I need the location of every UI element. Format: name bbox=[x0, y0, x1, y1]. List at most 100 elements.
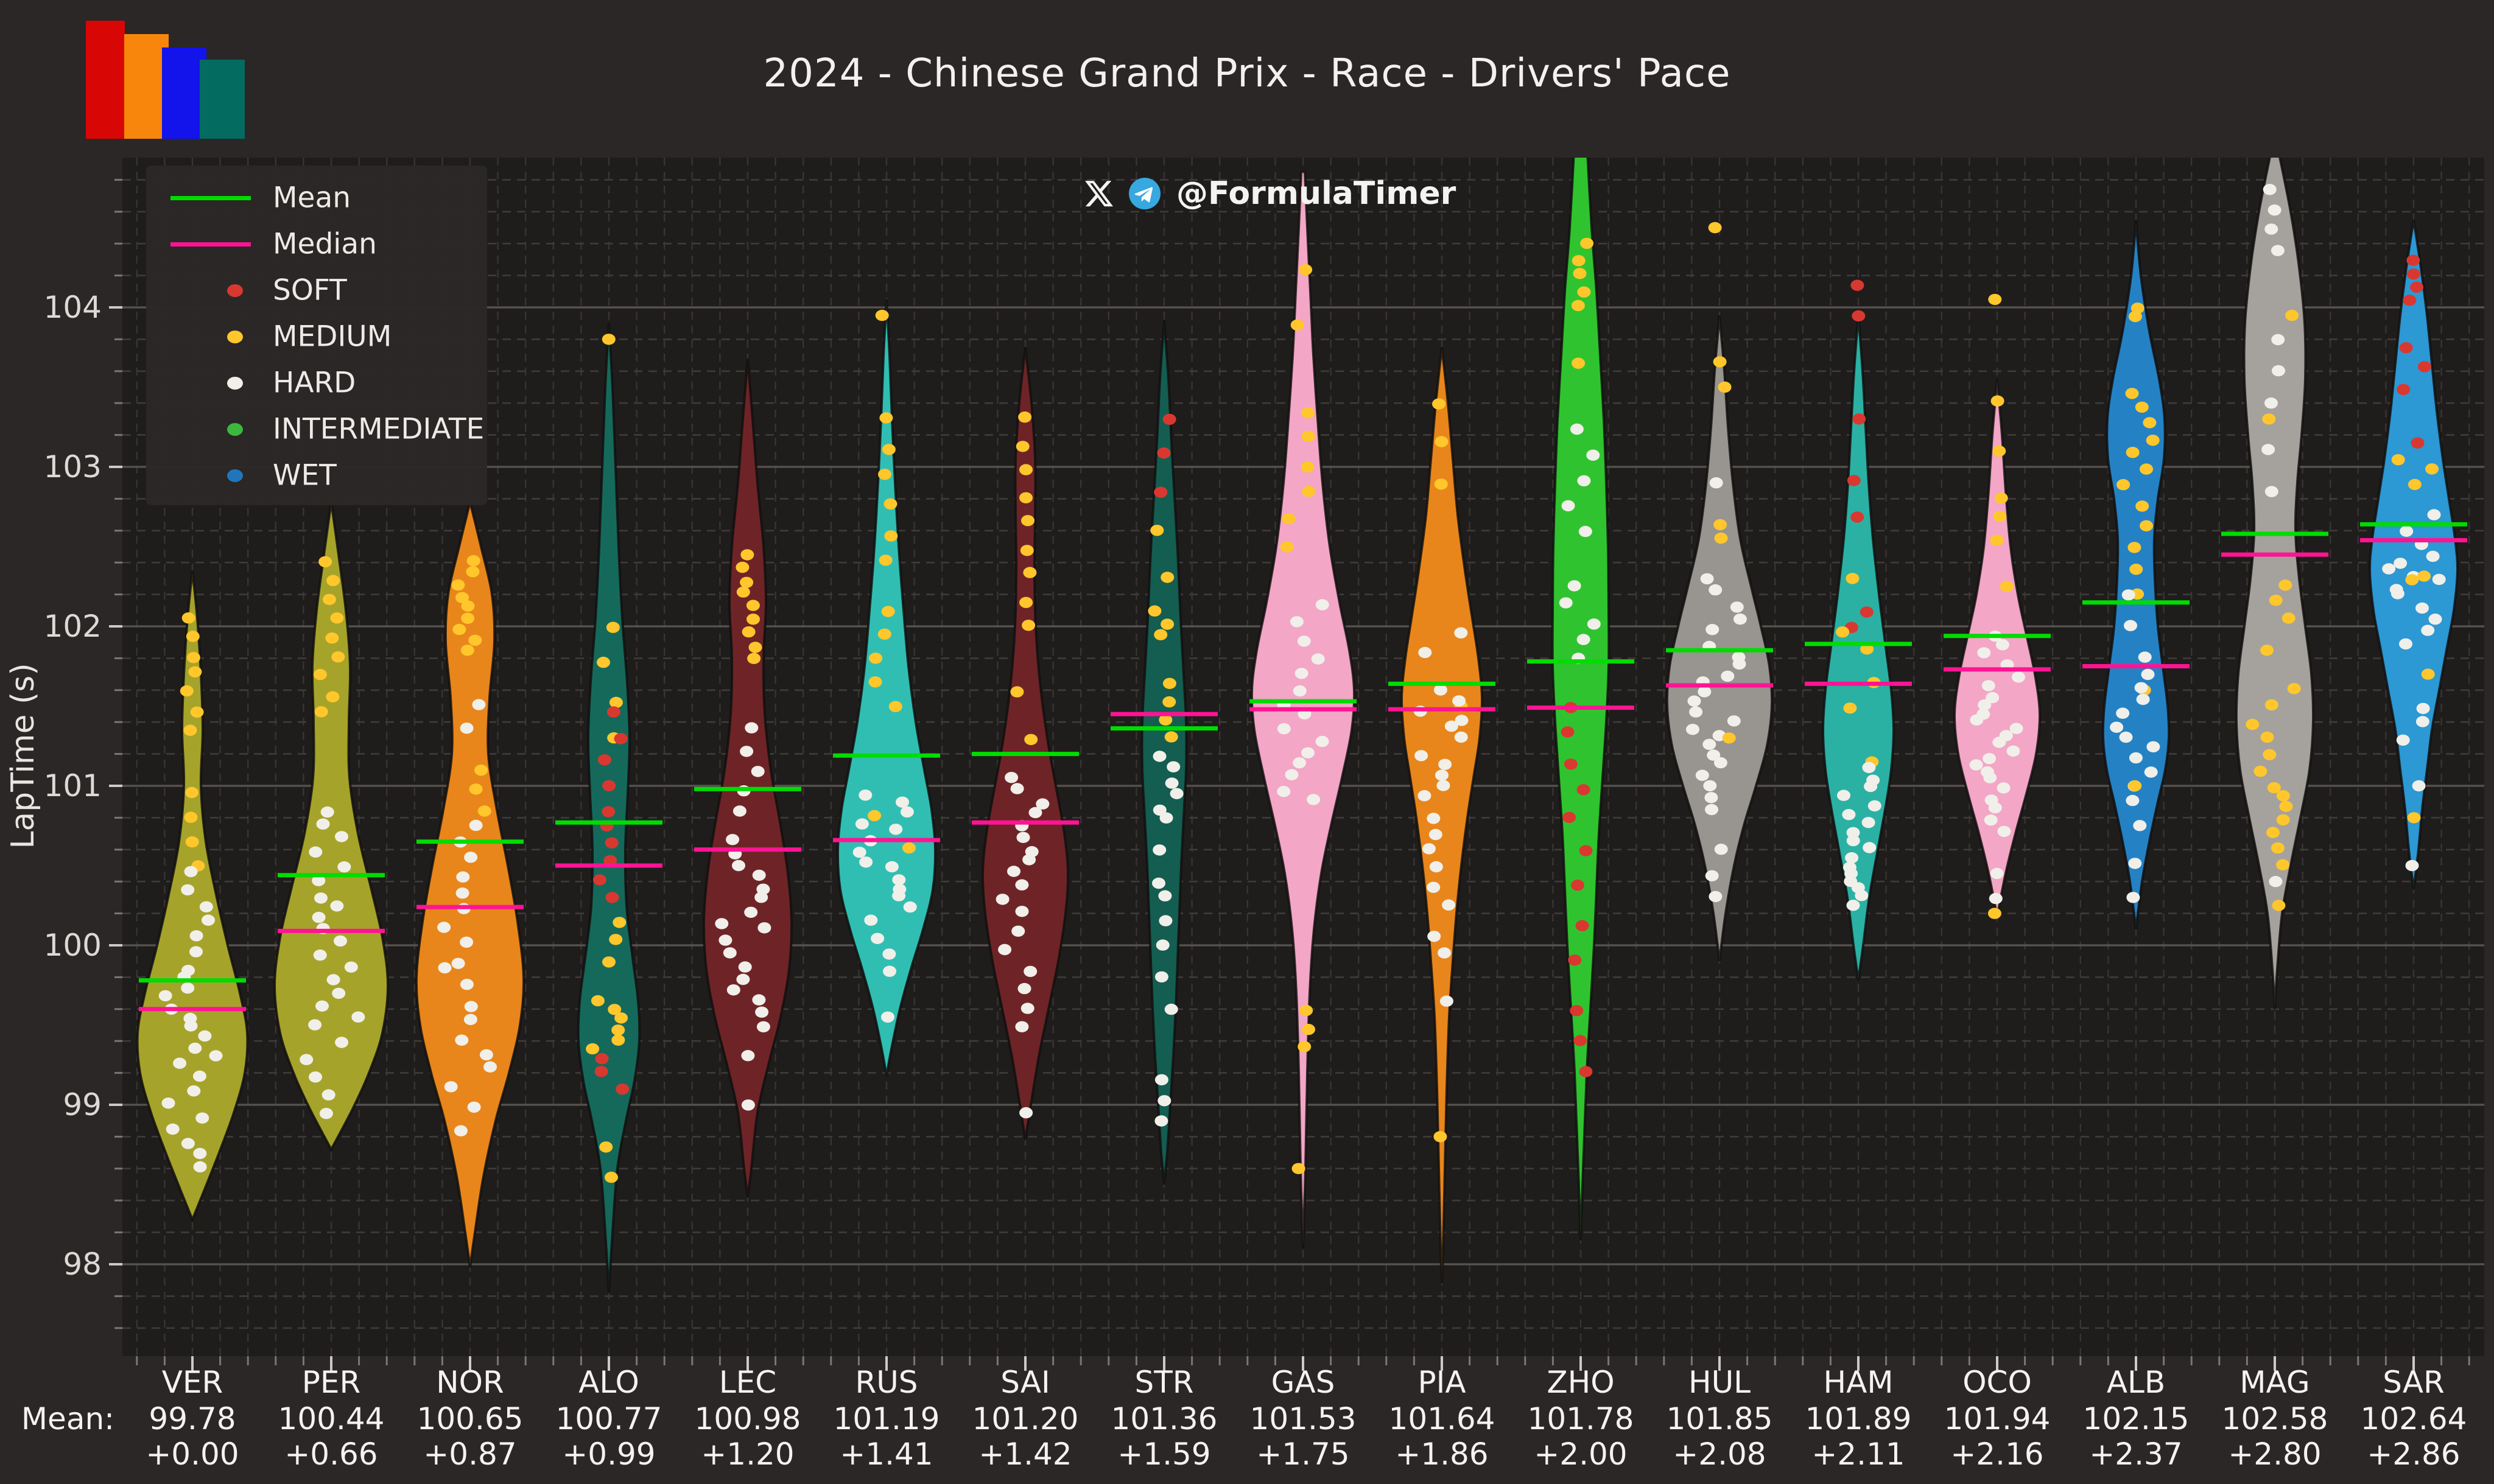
lap-dot bbox=[477, 805, 491, 817]
lap-dot bbox=[2407, 812, 2421, 824]
lap-dot bbox=[597, 656, 610, 668]
lap-dot bbox=[2399, 342, 2413, 354]
lap-dot bbox=[605, 1171, 618, 1183]
lap-dot bbox=[2415, 602, 2429, 614]
lap-dot bbox=[1577, 286, 1591, 298]
lap-dot bbox=[1836, 626, 1850, 638]
lap-dot bbox=[313, 949, 327, 961]
lap-dot bbox=[2399, 638, 2412, 650]
lap-dot bbox=[2141, 668, 2155, 681]
lap-dot bbox=[1709, 477, 1723, 489]
lap-dot bbox=[2128, 858, 2142, 869]
lap-dot bbox=[466, 566, 480, 578]
lap-dot bbox=[1686, 724, 1699, 735]
lap-dot bbox=[2412, 780, 2426, 792]
lap-dot bbox=[455, 887, 469, 899]
lap-dot bbox=[472, 699, 486, 710]
lap-dot bbox=[1427, 881, 1441, 894]
lap-dot bbox=[195, 1112, 209, 1124]
lap-dot bbox=[2126, 794, 2140, 807]
lap-dot bbox=[335, 1037, 349, 1048]
driver-code-label: SAR bbox=[2383, 1365, 2445, 1400]
driver-delta-value: +0.87 bbox=[423, 1437, 516, 1472]
driver-mean-value: 101.85 bbox=[1667, 1401, 1773, 1437]
lap-dot bbox=[868, 810, 882, 822]
legend-item-mean: Mean bbox=[146, 175, 487, 221]
lap-dot bbox=[1011, 925, 1025, 937]
lap-dot bbox=[2146, 435, 2160, 446]
legend-item-soft: SOFT bbox=[146, 267, 487, 313]
blue-bar bbox=[162, 47, 206, 139]
lap-dot bbox=[746, 614, 760, 625]
lap-dot bbox=[1573, 1035, 1587, 1046]
lap-dot bbox=[1981, 680, 1995, 691]
watermark: @FormulaTimer bbox=[1085, 173, 1456, 214]
lap-dot bbox=[1442, 899, 1456, 911]
lap-dot bbox=[1704, 792, 1718, 803]
lap-dot bbox=[1843, 702, 1857, 714]
driver-code-label: ZHO bbox=[1547, 1365, 1614, 1400]
lap-dot bbox=[1580, 237, 1594, 249]
lap-dot bbox=[1860, 643, 1874, 655]
lap-dot bbox=[605, 892, 619, 903]
lap-dot bbox=[2276, 790, 2290, 802]
lap-dot bbox=[599, 1141, 613, 1153]
lap-dot bbox=[1969, 759, 1983, 771]
lap-dot bbox=[1570, 1005, 1584, 1017]
medium-swatch bbox=[227, 331, 243, 343]
lap-dot bbox=[726, 834, 740, 845]
lap-dot bbox=[1299, 1004, 1313, 1017]
driver-delta-value: +2.00 bbox=[1534, 1437, 1627, 1472]
lap-dot bbox=[871, 933, 885, 945]
lap-dot bbox=[1427, 813, 1441, 824]
lap-dot bbox=[1434, 478, 1448, 490]
lap-dot bbox=[466, 555, 480, 567]
lap-dot bbox=[335, 831, 348, 842]
lap-dot bbox=[2260, 645, 2274, 656]
lap-dot bbox=[1718, 381, 1732, 393]
violin-sai bbox=[981, 347, 1070, 1140]
lap-dot bbox=[2285, 309, 2299, 321]
lap-dot bbox=[451, 579, 465, 591]
lap-dot bbox=[879, 555, 893, 566]
lap-dot bbox=[1435, 436, 1449, 447]
lap-dot bbox=[2262, 413, 2276, 425]
lap-dot bbox=[2394, 558, 2408, 569]
lap-dot bbox=[616, 1083, 630, 1095]
lap-dot bbox=[1842, 861, 1856, 873]
lap-dot bbox=[2382, 563, 2396, 575]
lap-dot bbox=[855, 818, 869, 830]
lap-dot bbox=[1980, 766, 1994, 778]
lap-dot bbox=[1277, 723, 1291, 735]
lap-dot bbox=[1850, 511, 1864, 523]
lap-dot bbox=[875, 309, 889, 321]
lap-dot bbox=[1010, 783, 1024, 794]
lap-dot bbox=[1990, 534, 2004, 546]
lap-dot bbox=[996, 894, 1010, 905]
driver-mean-value: 101.36 bbox=[1111, 1401, 1218, 1437]
legend: Mean Median SOFT MEDIUM HARD INTERMEDIATE WET bbox=[146, 166, 487, 505]
wet-swatch bbox=[227, 469, 243, 482]
lap-dot bbox=[1986, 691, 2000, 704]
lap-dot bbox=[740, 549, 754, 561]
page-title: 2024 - Chinese Grand Prix - Race - Drive… bbox=[763, 51, 1731, 96]
laps-dots-ver bbox=[158, 612, 223, 1173]
lap-dot bbox=[2116, 479, 2130, 491]
lap-dot bbox=[741, 1050, 755, 1062]
lap-dot bbox=[1444, 720, 1458, 732]
lap-dot bbox=[1852, 310, 1866, 322]
lap-dot bbox=[2410, 281, 2423, 293]
lap-dot bbox=[300, 1054, 314, 1065]
lap-dot bbox=[469, 783, 483, 795]
lap-dot bbox=[188, 1042, 202, 1054]
lap-dot bbox=[883, 965, 896, 977]
legend-item-wet: WET bbox=[146, 452, 487, 499]
driver-delta-value: +1.86 bbox=[1395, 1437, 1488, 1472]
lap-dot bbox=[2391, 454, 2405, 466]
lap-dot bbox=[1687, 695, 1701, 707]
lap-dot bbox=[181, 982, 195, 994]
lap-dot bbox=[864, 914, 878, 926]
lap-dot bbox=[1576, 634, 1590, 645]
lap-dot bbox=[325, 632, 339, 644]
